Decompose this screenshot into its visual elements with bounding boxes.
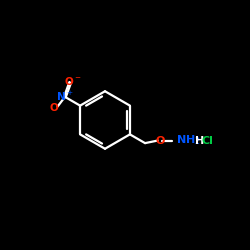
Text: O: O [49, 103, 58, 113]
Text: N$^+$: N$^+$ [56, 90, 74, 104]
Text: Cl: Cl [202, 136, 214, 145]
Text: H: H [195, 136, 204, 145]
Text: O$^-$: O$^-$ [64, 75, 82, 87]
Text: O: O [155, 136, 164, 145]
Text: NH$_2$: NH$_2$ [176, 134, 201, 147]
